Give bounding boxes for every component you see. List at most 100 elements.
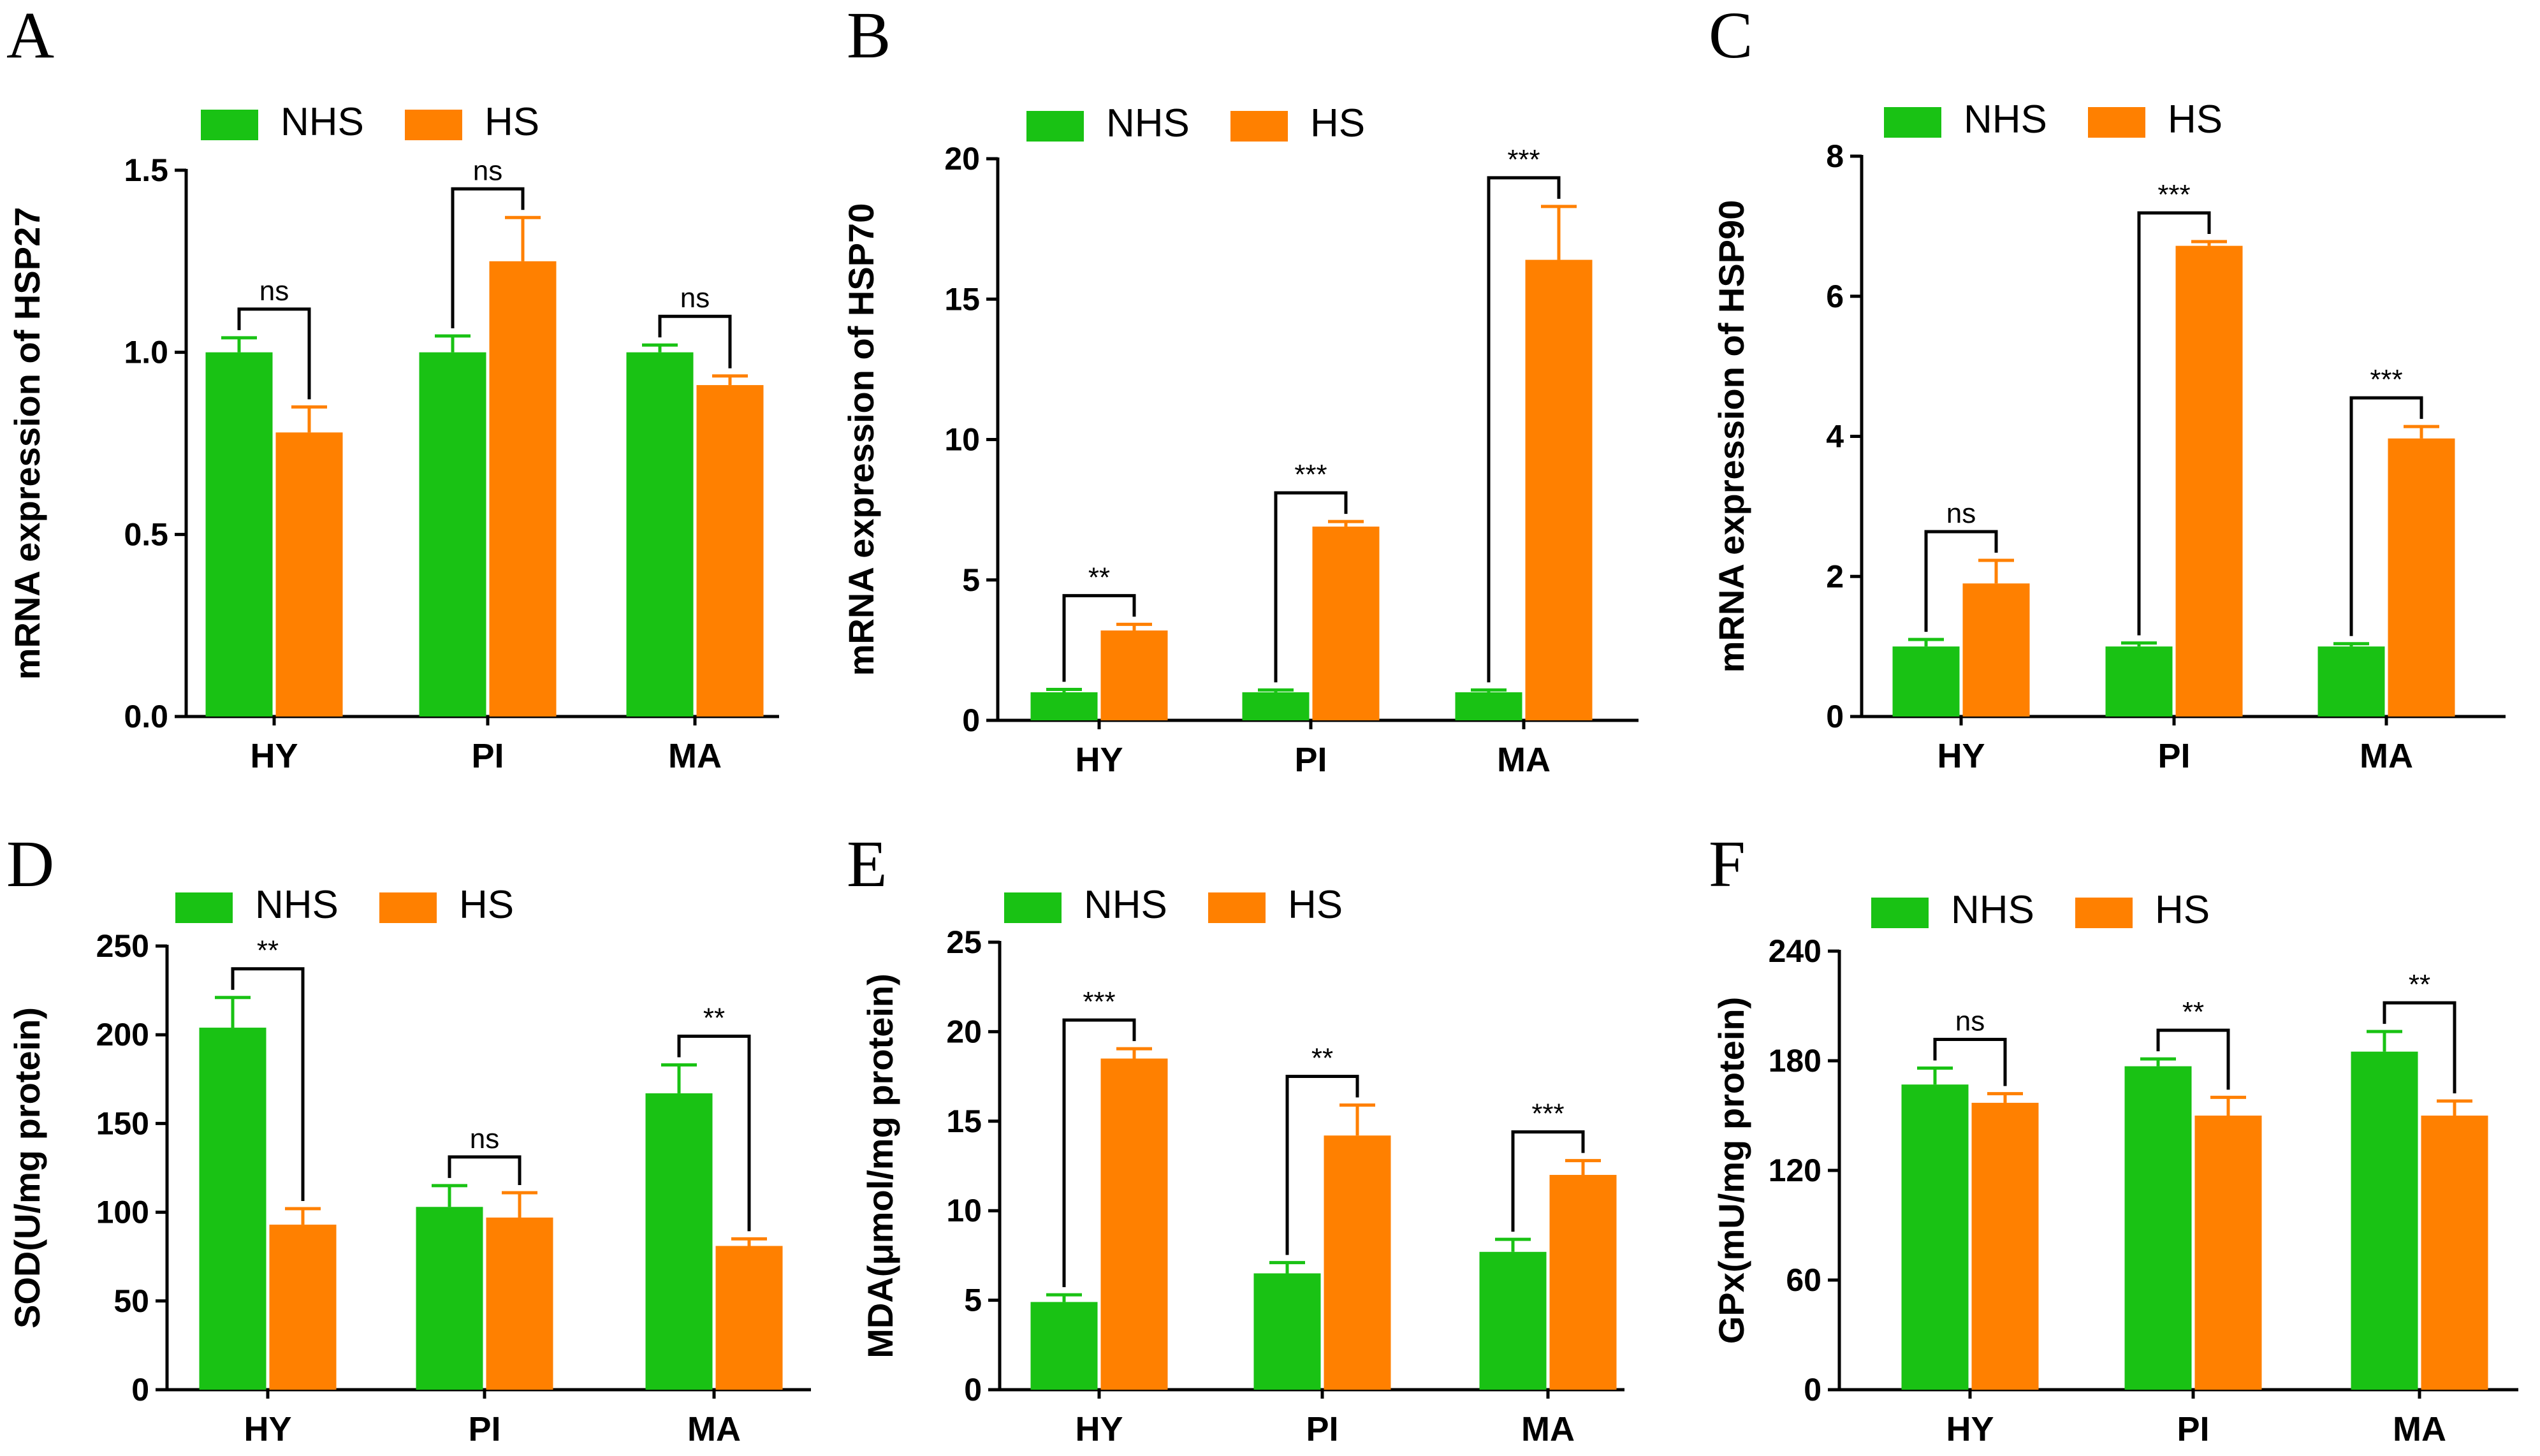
y-tick-label: 25 — [946, 924, 982, 960]
bar-nhs-hy — [1030, 1302, 1098, 1390]
y-tick-label: 240 — [1769, 933, 1821, 969]
bar-nhs-hy — [205, 352, 273, 717]
y-tick-label: 15 — [946, 1103, 982, 1139]
significance-label: ns — [470, 1123, 499, 1154]
significance-label: *** — [2157, 179, 2190, 210]
x-tick-label: PI — [471, 737, 504, 775]
x-tick-label: MA — [1521, 1410, 1575, 1448]
legend-label-nhs: NHS — [1106, 101, 1190, 145]
significance-bracket — [231, 967, 305, 1202]
x-tick-label: PI — [1294, 741, 1327, 779]
significance-bracket — [1062, 1018, 1136, 1288]
legend-swatch-nhs — [1026, 111, 1084, 142]
x-tick-label: PI — [1306, 1410, 1338, 1448]
legend-label-nhs: NHS — [1964, 98, 2047, 142]
bar-hs-pi — [2175, 245, 2243, 717]
legend-label-hs: HS — [2168, 98, 2222, 142]
legend-label-hs: HS — [1288, 883, 1343, 927]
legend: NHS HS — [1004, 883, 1343, 927]
bar-hs-hy — [269, 1225, 337, 1390]
significance-label: ** — [2182, 996, 2204, 1028]
x-tick-label: HY — [1075, 1410, 1123, 1448]
y-tick-label: 5 — [962, 562, 980, 598]
bar-nhs-hy — [1892, 646, 1960, 717]
y-tick-label: 2 — [1826, 558, 1844, 594]
bar-hs-ma — [2388, 438, 2455, 717]
legend-label-nhs: NHS — [255, 883, 339, 927]
bar-nhs-ma — [626, 352, 694, 717]
significance-bracket — [451, 187, 525, 328]
bar-hs-pi — [1312, 527, 1380, 720]
y-axis-label: SOD(U/mg protein) — [7, 1007, 47, 1329]
y-tick-label: 0 — [962, 703, 980, 738]
bar-hs-hy — [275, 432, 343, 717]
panel-E: E MDA(μmol/mg protein) 0 5 10 15 20 25 NHS HS HY **… — [847, 827, 1624, 1448]
legend-swatch-nhs — [1871, 898, 1929, 928]
significance-bracket — [1933, 1037, 2007, 1086]
y-axis-label: mRNA expression of HSP27 — [7, 207, 47, 680]
significance-bracket — [237, 307, 311, 400]
x-tick-label: MA — [2360, 737, 2413, 775]
y-axis-label: MDA(μmol/mg protein) — [860, 973, 900, 1358]
bar-hs-ma — [1549, 1175, 1617, 1390]
legend-swatch-hs — [379, 892, 437, 923]
legend-swatch-hs — [2088, 107, 2145, 138]
significance-bracket — [677, 1035, 751, 1232]
significance-bracket — [2156, 1028, 2230, 1090]
y-tick-label: 8 — [1826, 138, 1844, 174]
x-tick-label: HY — [244, 1410, 291, 1448]
legend-swatch-hs — [405, 110, 462, 140]
y-tick-label: 50 — [113, 1283, 149, 1319]
y-tick-label: 100 — [96, 1195, 149, 1230]
panel-F: F GPx(mU/mg protein) 0 60 120 180 240 NHS HS HY ns… — [1709, 827, 2518, 1448]
y-tick-label: 4 — [1826, 419, 1844, 455]
x-tick-label: MA — [668, 737, 722, 775]
significance-label: *** — [1083, 986, 1115, 1017]
bar-nhs-pi — [2124, 1066, 2192, 1390]
y-tick-label: 10 — [946, 1193, 982, 1228]
x-tick-label: HY — [1946, 1410, 1994, 1448]
y-tick-label: 20 — [944, 141, 980, 177]
y-tick-label: 10 — [944, 422, 980, 458]
bar-hs-ma — [715, 1246, 783, 1390]
significance-label: *** — [2370, 364, 2402, 395]
y-tick-label: 1.0 — [124, 335, 168, 370]
significance-label: ** — [703, 1003, 725, 1034]
y-axis-label: mRNA expression of HSP70 — [841, 203, 881, 676]
significance-bracket — [1511, 1130, 1585, 1232]
legend-swatch-nhs — [201, 110, 258, 140]
legend-label-hs: HS — [2155, 888, 2210, 932]
y-tick-label: 0 — [1826, 699, 1844, 734]
significance-label: ns — [473, 155, 502, 186]
x-tick-label: PI — [2157, 737, 2190, 775]
x-tick-label: MA — [1497, 741, 1551, 779]
legend-swatch-hs — [1230, 111, 1288, 142]
significance-bracket — [1924, 530, 1998, 632]
legend-swatch-hs — [2075, 898, 2133, 928]
y-tick-label: 180 — [1769, 1043, 1821, 1079]
significance-label: *** — [1294, 459, 1327, 490]
bar-nhs-hy — [199, 1028, 266, 1390]
significance-label: ** — [257, 935, 279, 966]
significance-label: ns — [1946, 498, 1976, 529]
x-tick-label: HY — [1937, 737, 1985, 775]
panel-D: D SOD(U/mg protein) 0 50 100 150 200 250 NHS HS HY… — [6, 827, 811, 1448]
panel-label: F — [1709, 827, 1746, 901]
legend-label-nhs: NHS — [1951, 888, 2034, 932]
panel-label: B — [847, 0, 891, 72]
significance-label: *** — [1507, 144, 1540, 175]
significance-bracket — [2383, 1001, 2456, 1094]
y-tick-label: 200 — [96, 1017, 149, 1052]
bar-nhs-hy — [1030, 692, 1098, 720]
y-axis-label: mRNA expression of HSP90 — [1711, 200, 1751, 673]
significance-bracket — [1487, 176, 1561, 683]
significance-bracket — [1274, 491, 1348, 683]
significance-bracket — [658, 314, 732, 368]
bar-hs-pi — [489, 261, 557, 717]
x-tick-label: HY — [250, 737, 298, 775]
bar-nhs-ma — [1479, 1251, 1547, 1390]
